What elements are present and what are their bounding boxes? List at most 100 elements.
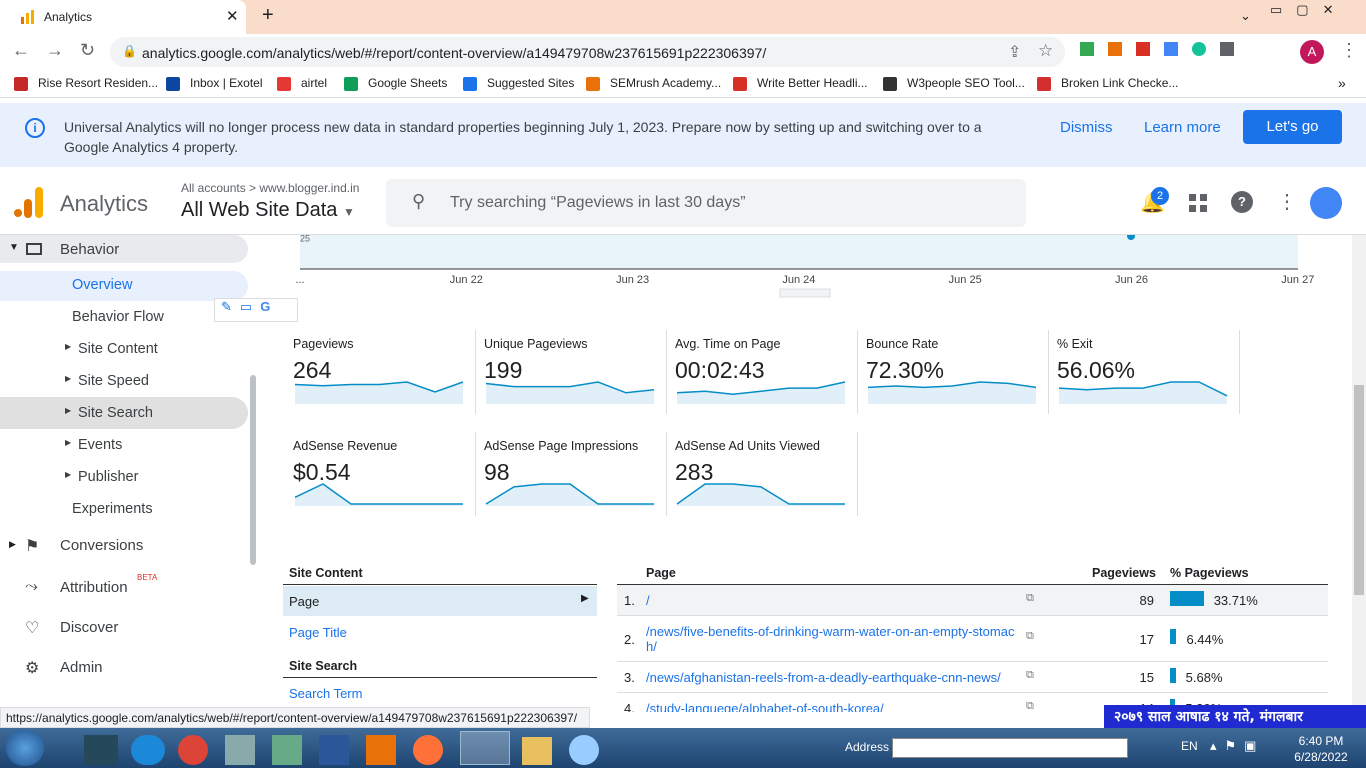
- taskbar-apps[interactable]: [84, 731, 684, 765]
- bookmark[interactable]: W3people SEO Tool...: [907, 76, 1025, 90]
- caret: ▶: [9, 539, 16, 549]
- metric-card[interactable]: % Exit 56.06%: [1049, 330, 1240, 414]
- nav-item[interactable]: Site Speed: [78, 373, 149, 389]
- nav-item[interactable]: Events: [78, 437, 123, 453]
- tab-search[interactable]: ⌄: [1240, 8, 1251, 23]
- tab-close[interactable]: ✕: [226, 8, 239, 25]
- open-link-icon[interactable]: ⧉: [1026, 700, 1034, 712]
- tab[interactable]: Analytics ✕: [0, 0, 246, 34]
- window-controls[interactable]: ▭▢✕: [1270, 2, 1348, 17]
- view-selector[interactable]: All Web Site Data ▼: [181, 199, 355, 221]
- bookmark-icon[interactable]: [14, 77, 28, 91]
- tray-icons[interactable]: ▴⚑▣: [1210, 738, 1265, 753]
- nav-selected[interactable]: Page ▶: [283, 586, 597, 616]
- metric-card[interactable]: AdSense Revenue $0.54: [285, 432, 476, 516]
- star-icon[interactable]: ☆: [1038, 41, 1054, 60]
- share-icon[interactable]: ⇪: [1008, 44, 1022, 61]
- nav-buttons[interactable]: ←→↻: [12, 40, 112, 60]
- nav-item[interactable]: Attribution: [60, 579, 128, 596]
- page-link[interactable]: /: [646, 593, 650, 608]
- nav-item[interactable]: Overview: [72, 277, 133, 293]
- sparkline-area: [295, 484, 463, 506]
- row-rank: 1.: [624, 593, 635, 608]
- column-header[interactable]: Pageviews: [1092, 566, 1156, 580]
- nav-item[interactable]: Behavior Flow: [72, 309, 164, 325]
- banner-message: Universal Analytics will no longer proce…: [64, 119, 982, 155]
- breadcrumb-item[interactable]: www.blogger.ind.in: [259, 181, 360, 195]
- x-tick-label: Jun 24: [782, 274, 815, 286]
- metric-card[interactable]: AdSense Ad Units Viewed 283: [667, 432, 858, 516]
- nav-link[interactable]: Page Title: [289, 625, 347, 640]
- breadcrumb-item[interactable]: All accounts: [181, 181, 246, 195]
- open-link-icon[interactable]: ⧉: [1026, 592, 1034, 604]
- open-link-icon[interactable]: ⧉: [1026, 630, 1034, 642]
- bookmark[interactable]: Rise Resort Residen...: [38, 76, 159, 90]
- bookmark-icon[interactable]: [166, 77, 180, 91]
- metric-name: AdSense Revenue: [293, 439, 398, 453]
- new-tab[interactable]: +: [262, 4, 274, 26]
- nav-item[interactable]: Publisher: [78, 469, 139, 485]
- bookmark[interactable]: Suggested Sites: [487, 76, 575, 90]
- product-name: Analytics: [60, 191, 149, 216]
- x-tick-label: Jun 26: [1115, 274, 1148, 286]
- language[interactable]: EN: [1181, 739, 1198, 753]
- page-link[interactable]: /study-languege/alphabet-of-south-korea/: [646, 701, 884, 712]
- bookmark-icon[interactable]: [586, 77, 600, 91]
- more-bookmarks[interactable]: »: [1338, 75, 1346, 91]
- apps-icon[interactable]: [1189, 194, 1207, 212]
- bookmark-icon[interactable]: [883, 77, 897, 91]
- page-link[interactable]: /news/five-benefits-of-drinking-warm-wat…: [646, 624, 1015, 654]
- bookmark-icon[interactable]: [733, 77, 747, 91]
- nav-link[interactable]: Search Term: [289, 686, 363, 701]
- nav-item[interactable]: Site Search: [78, 405, 153, 421]
- nav-item[interactable]: Admin: [60, 659, 103, 676]
- metric-card[interactable]: Avg. Time on Page 00:02:43: [667, 330, 858, 414]
- bookmark[interactable]: SEMrush Academy...: [610, 76, 722, 90]
- clock[interactable]: 6:40 PM 6/28/2022: [1286, 733, 1356, 765]
- nav-item[interactable]: Discover: [60, 619, 119, 636]
- nav-item[interactable]: Conversions: [60, 537, 144, 554]
- nav-item[interactable]: Site Content: [78, 341, 158, 357]
- tab-strip: Analytics ✕ + ⌄ ▭▢✕: [0, 0, 1366, 34]
- bookmark-icon[interactable]: [1037, 77, 1051, 91]
- start-button[interactable]: [6, 730, 44, 766]
- bookmark-icon[interactable]: [277, 77, 291, 91]
- help-icon[interactable]: ?: [1231, 191, 1253, 213]
- menu[interactable]: ⋮: [1340, 40, 1358, 60]
- status-url: https://analytics.google.com/analytics/w…: [0, 707, 590, 728]
- chart-resize-handle[interactable]: [779, 288, 831, 298]
- account-avatar[interactable]: [1310, 187, 1342, 219]
- bookmark-icon[interactable]: [463, 77, 477, 91]
- learn-more-button[interactable]: Learn more: [1144, 119, 1221, 136]
- more-icon[interactable]: ⋮: [1277, 191, 1297, 213]
- sparkline-line: [1058, 381, 1228, 397]
- address-input[interactable]: [892, 738, 1128, 758]
- annotation-tools[interactable]: ✎ ▭ G: [214, 298, 298, 322]
- search-box[interactable]: ⚲ Try searching “Pageviews in last 30 da…: [386, 179, 1026, 227]
- metric-card[interactable]: AdSense Page Impressions 98: [476, 432, 667, 516]
- table-row: 1. / ⧉ 89 33.71%: [617, 585, 1328, 616]
- bookmark-icon[interactable]: [344, 77, 358, 91]
- column-header[interactable]: % Pageviews: [1170, 566, 1249, 580]
- lets-go-button[interactable]: Let's go: [1243, 110, 1342, 144]
- scroll-thumb[interactable]: [1354, 385, 1364, 595]
- omnibox[interactable]: 🔒 analytics.google.com/analytics/web/#/r…: [110, 37, 1065, 67]
- beta-badge: BETA: [137, 573, 158, 582]
- page-link[interactable]: /news/afghanistan-reels-from-a-deadly-ea…: [646, 670, 1001, 685]
- dismiss-button[interactable]: Dismiss: [1060, 119, 1113, 136]
- bookmark[interactable]: Write Better Headli...: [757, 76, 868, 90]
- bookmark[interactable]: Google Sheets: [368, 76, 448, 90]
- nav-section[interactable]: Behavior: [60, 241, 120, 258]
- nav-item[interactable]: Experiments: [72, 501, 153, 517]
- breadcrumb[interactable]: All accounts > www.blogger.ind.in: [181, 181, 360, 195]
- bookmark[interactable]: Broken Link Checke...: [1061, 76, 1179, 90]
- profile[interactable]: A: [1300, 40, 1324, 64]
- open-link-icon[interactable]: ⧉: [1026, 669, 1034, 681]
- bookmark[interactable]: airtel: [301, 76, 328, 90]
- metric-card[interactable]: Bounce Rate 72.30%: [858, 330, 1049, 414]
- row-rank: 2.: [624, 632, 635, 647]
- extensions[interactable]: [1080, 42, 1270, 62]
- metric-card[interactable]: Unique Pageviews 199: [476, 330, 667, 414]
- metric-card[interactable]: Pageviews 264: [285, 330, 476, 414]
- bookmark[interactable]: Inbox | Exotel: [190, 76, 263, 90]
